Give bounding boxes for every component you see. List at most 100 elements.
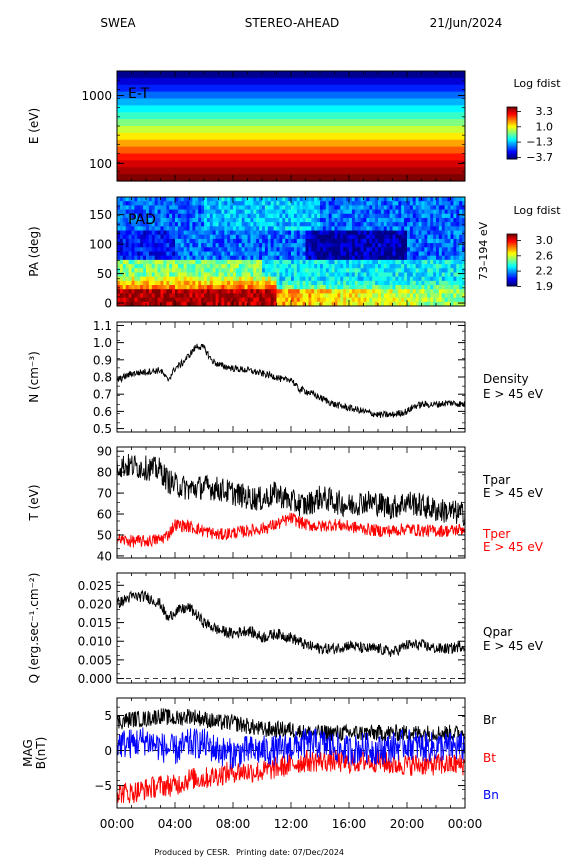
pad-cell: [389, 276, 393, 282]
pad-cell: [441, 276, 446, 282]
pad-cell: [247, 264, 251, 269]
pad-cell: [343, 280, 347, 286]
pad-cell: [337, 297, 341, 303]
pad-cell: [447, 230, 451, 236]
pad-cell: [134, 259, 138, 265]
pad-cell: [218, 226, 222, 232]
pad-cell: [450, 238, 454, 244]
pad-cell: [305, 238, 309, 244]
pad-cell: [346, 238, 350, 244]
pad-cell: [401, 197, 405, 202]
pad-cell: [235, 213, 240, 219]
pad-cell: [238, 301, 243, 307]
pad-cell: [276, 251, 280, 257]
pad-cell: [389, 247, 393, 252]
pad-cell: [450, 197, 454, 202]
pad-cell: [392, 297, 396, 303]
pad-cell: [160, 213, 164, 219]
colorbar-cell: [507, 112, 517, 114]
temperature-series-tper: [117, 512, 465, 548]
pad-cell: [459, 213, 463, 219]
pad-cell: [354, 226, 359, 232]
pad-cell: [233, 230, 237, 236]
pad-cell: [409, 238, 414, 244]
pad-cell: [195, 289, 199, 294]
pad-cell: [328, 209, 333, 215]
pad-cell: [421, 264, 425, 269]
pad-cell: [392, 255, 396, 261]
pad-cell: [256, 301, 260, 307]
pad-cell: [337, 234, 341, 240]
pad-cell: [253, 297, 257, 303]
pad-cell: [343, 243, 347, 248]
pad-cell: [262, 289, 266, 294]
pad-cell: [456, 293, 460, 299]
pad-cell: [157, 255, 161, 261]
pad-cell: [386, 251, 391, 257]
pad-cell: [256, 201, 260, 206]
pad-cell: [459, 197, 463, 202]
pad-cell: [360, 264, 364, 269]
pad-cell: [383, 201, 388, 206]
pad-cell: [166, 230, 170, 236]
pad-cell: [250, 247, 254, 252]
pad-cell: [351, 280, 356, 286]
colorbar-cell: [507, 129, 517, 131]
pad-cell: [334, 293, 338, 299]
pad-cell: [212, 259, 217, 265]
pad-cell: [337, 285, 341, 290]
pad-cell: [282, 213, 286, 219]
pad-cell: [195, 234, 199, 240]
pad-cell: [189, 205, 193, 211]
pad-cell: [354, 213, 359, 219]
pad-cell: [215, 217, 219, 223]
pad-cell: [395, 222, 399, 227]
pad-cell: [209, 280, 214, 286]
pad-cell: [244, 213, 248, 219]
pad-cell: [125, 259, 130, 265]
pad-cell: [314, 301, 318, 307]
pad-cell: [163, 209, 167, 215]
pad-cell: [346, 297, 350, 303]
colorbar-cell: [507, 109, 517, 112]
colorbar-cell: [507, 253, 517, 256]
pad-cell: [259, 213, 263, 219]
pad-cell: [198, 285, 202, 290]
pad-cell: [401, 285, 405, 290]
pad-cell: [328, 297, 333, 303]
time-tick-label: 00:00: [448, 817, 483, 831]
pad-cell: [424, 285, 428, 290]
pad-cell: [360, 226, 364, 232]
pad-cell: [444, 251, 449, 257]
pad-cell: [360, 247, 364, 252]
pad-cell: [308, 285, 312, 290]
pad-cell: [221, 276, 225, 282]
pad-cell: [270, 301, 275, 307]
pad-cell: [320, 201, 324, 206]
pad-cell: [308, 213, 312, 219]
pad-cell: [444, 217, 449, 223]
pad-cell: [322, 272, 327, 278]
pad-cell: [247, 243, 251, 248]
pad-cell: [380, 255, 385, 261]
pad-cell: [122, 268, 127, 273]
pad-cell: [204, 255, 208, 261]
pad-cell: [320, 209, 324, 215]
pad-cell: [334, 259, 338, 265]
pad-cell: [206, 264, 211, 269]
pad-cell: [305, 234, 309, 240]
pad-cell: [418, 285, 422, 290]
pad-cell: [366, 268, 370, 273]
pad-cell: [412, 289, 417, 294]
pad-cell: [140, 285, 144, 290]
mag-ylabel: MAG: [21, 739, 35, 767]
pad-cell: [146, 301, 150, 307]
pad-cell: [235, 259, 240, 265]
pad-cell: [209, 201, 214, 206]
pad-cell: [317, 222, 321, 227]
pad-cell: [163, 255, 167, 261]
pad-cell: [119, 301, 124, 307]
pad-cell: [299, 209, 304, 215]
pad-cell: [351, 268, 356, 273]
pad-cell: [177, 297, 182, 303]
